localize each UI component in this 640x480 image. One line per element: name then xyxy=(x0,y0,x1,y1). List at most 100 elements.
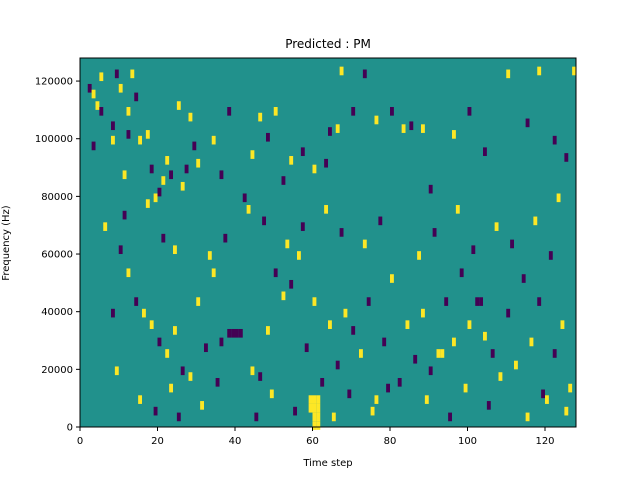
heatmap-cell-high xyxy=(452,337,456,347)
heatmap-cell-low xyxy=(184,164,189,174)
heatmap-cell-high xyxy=(211,135,216,145)
heatmap-cell-high xyxy=(138,395,143,404)
heatmap-cell-low xyxy=(281,176,286,185)
heatmap-cell-high xyxy=(281,291,286,301)
heatmap-cell-low xyxy=(428,366,433,376)
heatmap-cell-low xyxy=(215,377,220,387)
y-tick-label: 60000 xyxy=(41,250,73,261)
heatmap-cell-low xyxy=(242,193,247,203)
heatmap-cell-low xyxy=(91,141,96,151)
heatmap-cell-low xyxy=(510,239,515,249)
x-tick-label: 120 xyxy=(535,436,554,447)
x-tick-label: 20 xyxy=(151,436,164,447)
heatmap-cell-high xyxy=(91,89,96,99)
heatmap-cell-low xyxy=(161,233,166,243)
heatmap-cell-high xyxy=(312,395,317,404)
heatmap-cell-low xyxy=(552,135,557,145)
heatmap-cell-high xyxy=(421,308,425,318)
heatmap-cell-low xyxy=(153,406,158,416)
heatmap-cell-low xyxy=(111,308,115,318)
heatmap-cell-low xyxy=(157,337,162,347)
plot-frame xyxy=(79,57,577,428)
x-tick-label: 60 xyxy=(306,436,319,447)
heatmap-cell-high xyxy=(331,412,336,422)
heatmap-cell-low xyxy=(537,297,542,306)
heatmap-cell-low xyxy=(475,297,480,306)
heatmap-cell-high xyxy=(564,406,569,416)
heatmap-cell-low xyxy=(99,107,104,116)
heatmap-cell-high xyxy=(417,251,422,260)
heatmap-cell-high xyxy=(405,320,410,329)
heatmap-cell-high xyxy=(266,326,270,335)
heatmap-cell-low xyxy=(134,92,139,102)
x-axis: 0 20 40 60 80 100 120 xyxy=(77,427,555,447)
heatmap-cell-high xyxy=(142,308,146,318)
heatmap-cell-low xyxy=(471,245,476,255)
heatmap-cell-high xyxy=(103,222,108,231)
x-tick-label: 80 xyxy=(384,436,397,447)
heatmap-cell-high xyxy=(374,395,379,404)
heatmap-cell-low xyxy=(448,412,453,422)
heatmap-cell-high xyxy=(250,150,255,159)
heatmap-cell-low xyxy=(157,187,162,197)
plot-area xyxy=(79,57,577,430)
heatmap-cell-high xyxy=(436,349,441,358)
heatmap-cell-low xyxy=(366,297,371,306)
heatmap-cell-high xyxy=(463,383,468,393)
heatmap-cell-high xyxy=(370,406,375,416)
heatmap-cell-high xyxy=(114,366,119,376)
heatmap-cell-high xyxy=(165,349,170,358)
heatmap-cell-low xyxy=(548,251,553,260)
y-axis-label: Frequency (Hz) xyxy=(1,205,12,281)
heatmap-cell-low xyxy=(362,69,367,79)
heatmap-cell-high xyxy=(188,112,193,122)
heatmap-cell-high xyxy=(211,268,216,278)
heatmap-cell-low xyxy=(467,107,472,116)
heatmap-cell-high xyxy=(525,412,530,422)
heatmap-cell-high xyxy=(99,72,104,82)
heatmap-cell-high xyxy=(153,193,158,203)
heatmap-cell-high xyxy=(126,268,131,278)
heatmap-cell-low xyxy=(390,107,394,116)
heatmap-cell-high xyxy=(529,337,534,347)
y-axis: 0 20000 40000 60000 80000 100000 120000 xyxy=(35,77,80,434)
heatmap-cell-high xyxy=(145,199,150,208)
heatmap-cell-low xyxy=(564,153,569,162)
heatmap-cell-high xyxy=(328,320,332,329)
heatmap-cell-high xyxy=(95,101,100,110)
heatmap-cell-low xyxy=(262,216,267,226)
heatmap-cell-low xyxy=(149,164,154,174)
heatmap-cell-low xyxy=(486,401,491,410)
heatmap-cell-low xyxy=(114,69,119,79)
heatmap-cell-low xyxy=(223,233,228,243)
heatmap-cell-low xyxy=(432,228,437,237)
heatmap-cell-low xyxy=(351,107,356,116)
heatmap-cell-high xyxy=(572,66,577,76)
heatmap-cell-low xyxy=(219,170,224,180)
heatmap-cell-low xyxy=(192,141,197,151)
heatmap-cell-high xyxy=(118,83,123,93)
heatmap-cell-low xyxy=(122,210,127,220)
heatmap-cell-high xyxy=(250,366,255,376)
heatmap-cell-low xyxy=(351,326,356,335)
heatmap-cell-high xyxy=(506,69,511,79)
heatmap-cell-high xyxy=(545,395,549,404)
heatmap-cell-low xyxy=(238,328,243,338)
heatmap-cell-high xyxy=(316,412,321,422)
heatmap-cell-low xyxy=(273,268,278,278)
heatmap-cell-low xyxy=(324,158,329,168)
heatmap-cell-low xyxy=(87,83,92,93)
heatmap-cell-high xyxy=(362,239,367,249)
heatmap-cell-high xyxy=(498,372,503,381)
heatmap-cell-low xyxy=(378,216,383,226)
heatmap-cell-low xyxy=(413,354,418,364)
heatmap-cell-high xyxy=(343,308,348,318)
heatmap-cell-high xyxy=(455,205,460,214)
heatmap-cell-low xyxy=(235,328,239,338)
heatmap-cell-low xyxy=(118,245,123,255)
heatmap-cell-low xyxy=(525,118,530,128)
heatmap-cell-high xyxy=(359,349,363,358)
heatmap-cell-high xyxy=(196,297,201,306)
heatmap-cell-low xyxy=(231,328,236,338)
